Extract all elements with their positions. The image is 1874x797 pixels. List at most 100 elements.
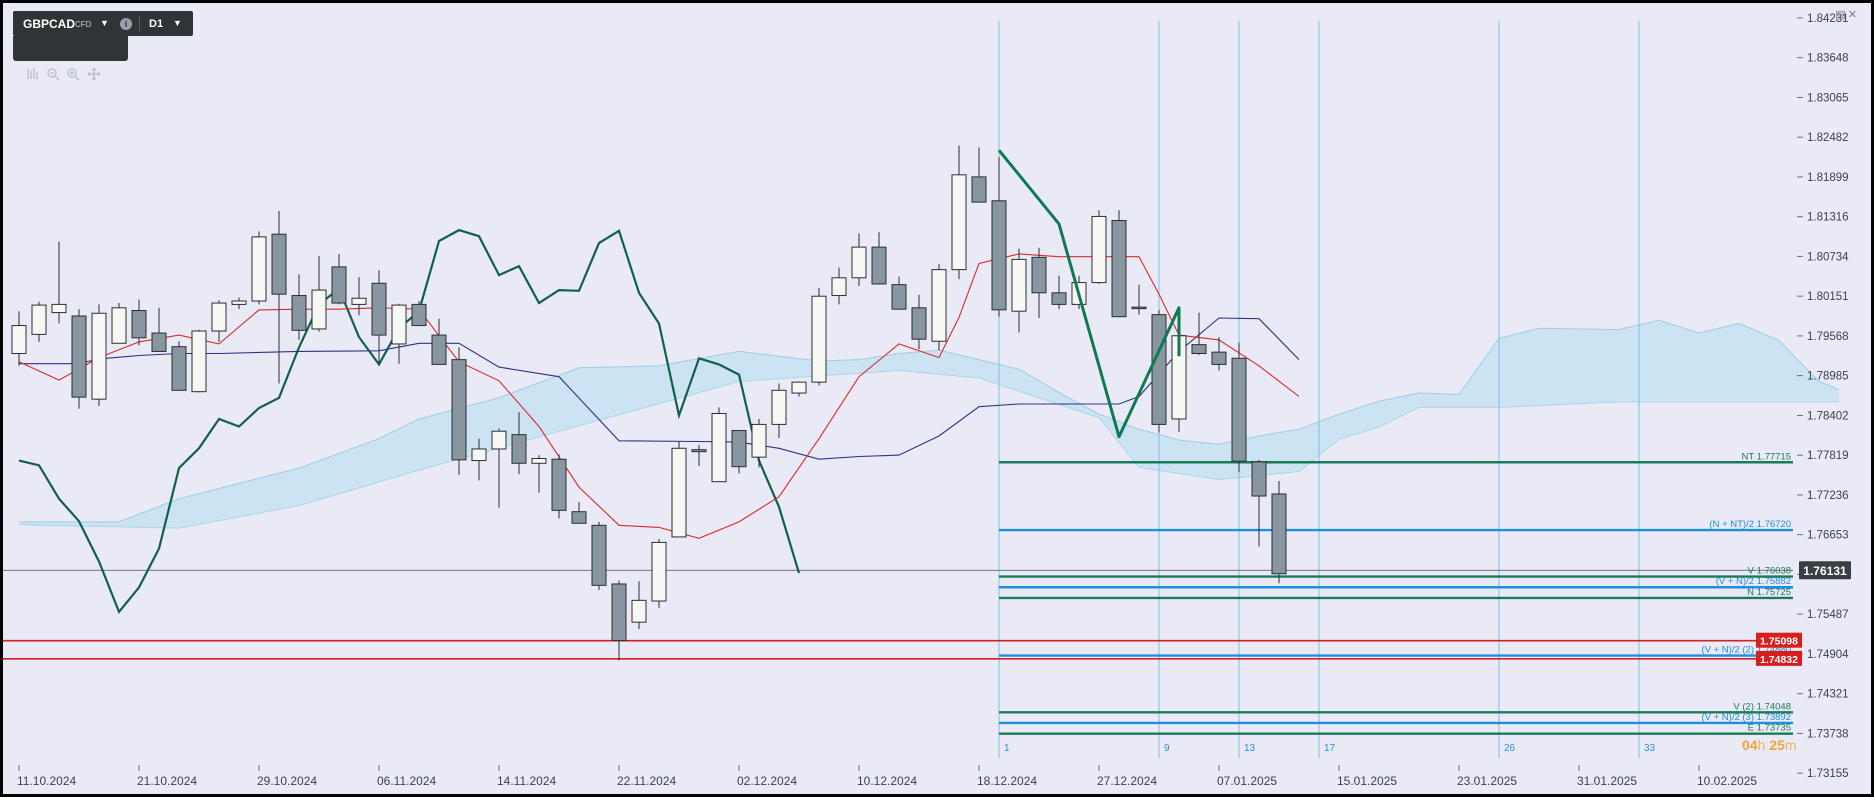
- candle-bear[interactable]: [1271, 493, 1287, 575]
- candle-bull[interactable]: [191, 330, 207, 393]
- x-tick-label: 21.10.2024: [137, 774, 197, 788]
- candle-bull[interactable]: [351, 297, 367, 305]
- candle-bull[interactable]: [1011, 258, 1027, 312]
- target-level-label: N 1.75725: [1747, 587, 1791, 598]
- candle-bear[interactable]: [611, 583, 627, 642]
- y-tick-label: 1.76653: [1807, 530, 1849, 542]
- senkou-span-b-line: [18, 369, 1839, 529]
- candle-bear[interactable]: [1191, 344, 1207, 354]
- candle-bear[interactable]: [731, 430, 747, 468]
- candle-bull[interactable]: [831, 277, 847, 297]
- candle-bear[interactable]: [591, 524, 607, 586]
- candle-bear[interactable]: [131, 310, 147, 339]
- candle-bear[interactable]: [911, 307, 927, 340]
- candle-bull[interactable]: [711, 413, 727, 483]
- candle-bull[interactable]: [211, 302, 227, 332]
- candle-bear[interactable]: [551, 458, 567, 511]
- wave-pattern-line[interactable]: [997, 149, 1181, 439]
- candle-bull[interactable]: [771, 389, 787, 425]
- candle-bull[interactable]: [791, 381, 807, 394]
- y-tick-label: 1.75487: [1807, 609, 1849, 621]
- candle-bear[interactable]: [1131, 306, 1147, 310]
- candle-bull[interactable]: [251, 236, 267, 302]
- candle-bull[interactable]: [811, 295, 827, 383]
- symbol-dropdown-icon[interactable]: ▼: [100, 18, 109, 28]
- candle-bull[interactable]: [651, 541, 667, 602]
- toolbar-separator: [139, 16, 140, 31]
- price-chart[interactable]: 1 9 13 17 26 33 NT 1.77715 (N + NT)/2 1.76720 V …: [3, 3, 1871, 794]
- candle-bull[interactable]: [11, 325, 27, 354]
- candle-bull[interactable]: [851, 246, 867, 279]
- candle-bull[interactable]: [91, 312, 107, 400]
- candle-bull[interactable]: [531, 458, 547, 464]
- candle-bear[interactable]: [71, 315, 87, 398]
- timeframe-dropdown-icon[interactable]: ▼: [173, 18, 182, 28]
- target-level-label: E 1.73735: [1748, 723, 1791, 734]
- red-level-tag: [1756, 632, 1802, 648]
- candle-bear[interactable]: [271, 233, 287, 295]
- y-tick-label: 1.80734: [1807, 251, 1849, 263]
- candle-bear[interactable]: [331, 266, 347, 304]
- candle-bull[interactable]: [231, 300, 247, 305]
- candle-bear[interactable]: [1211, 351, 1227, 365]
- candle-bear[interactable]: [971, 176, 987, 203]
- candle-bull[interactable]: [931, 269, 947, 342]
- y-tick-label: 1.81899: [1807, 172, 1849, 184]
- candle-bull[interactable]: [471, 448, 487, 462]
- candle-bull[interactable]: [951, 174, 967, 271]
- red-level-value: 1.74832: [1760, 654, 1798, 666]
- candle-bear[interactable]: [1031, 256, 1047, 294]
- candle-bull[interactable]: [671, 447, 687, 538]
- symbol-label[interactable]: GBPCAD: [23, 17, 76, 31]
- candle-bull[interactable]: [391, 304, 407, 345]
- crosshair-icon[interactable]: [87, 67, 101, 81]
- candle-bear[interactable]: [451, 359, 467, 461]
- window-controls: ▤✕: [1835, 8, 1859, 21]
- zoom-in-icon[interactable]: [66, 67, 80, 81]
- candle-bull[interactable]: [111, 307, 127, 344]
- y-tick-label: 1.81316: [1807, 212, 1849, 224]
- candle-bull[interactable]: [631, 599, 647, 623]
- candle-bear[interactable]: [1151, 314, 1167, 425]
- candle-bull[interactable]: [311, 289, 327, 330]
- target-level-label: (N + NT)/2 1.76720: [1709, 519, 1791, 530]
- candle-bear[interactable]: [991, 200, 1007, 311]
- candle-bear[interactable]: [291, 295, 307, 331]
- candle-bear[interactable]: [1251, 461, 1267, 497]
- zoom-out-icon[interactable]: [46, 67, 60, 81]
- candle-bear[interactable]: [871, 246, 887, 285]
- close-icon[interactable]: ✕: [1847, 9, 1859, 21]
- candle-bear[interactable]: [511, 434, 527, 464]
- timeframe-label[interactable]: D1: [149, 18, 164, 30]
- red-level-value: 1.75098: [1760, 636, 1798, 648]
- info-icon[interactable]: i: [120, 18, 132, 30]
- chart-toolbar: GBPCAD CFD ▼ i D1 ▼: [13, 11, 193, 81]
- candle-bear[interactable]: [691, 449, 707, 453]
- candle-bear[interactable]: [1051, 292, 1067, 305]
- candle-bull[interactable]: [31, 304, 47, 335]
- candle-bull[interactable]: [751, 423, 767, 458]
- candle-bear[interactable]: [571, 511, 587, 524]
- candle-bull[interactable]: [51, 303, 67, 314]
- candle-bear[interactable]: [151, 332, 167, 352]
- x-tick-label: 31.01.2025: [1577, 774, 1637, 788]
- chart-window: 1 9 13 17 26 33 NT 1.77715 (N + NT)/2 1.76720 V …: [3, 3, 1871, 794]
- indicators-icon[interactable]: [26, 67, 40, 81]
- current-price-value: 1.76131: [1803, 564, 1847, 578]
- candle-bull[interactable]: [1091, 215, 1107, 284]
- x-tick-label: 22.11.2024: [617, 774, 676, 788]
- candle-bear[interactable]: [1231, 357, 1247, 462]
- candle-bear[interactable]: [431, 334, 447, 365]
- candle-bear[interactable]: [411, 303, 427, 327]
- time-cycle-label: 13: [1244, 743, 1256, 754]
- candle-bear[interactable]: [171, 346, 187, 391]
- candle-bear[interactable]: [371, 282, 387, 336]
- candle-bear[interactable]: [891, 284, 907, 310]
- x-tick-label: 18.12.2024: [977, 774, 1037, 788]
- candle-bear[interactable]: [1111, 220, 1127, 318]
- restore-icon[interactable]: ▤: [1835, 9, 1848, 21]
- x-tick-label: 11.10.2024: [17, 774, 76, 788]
- candle-bull[interactable]: [491, 430, 507, 450]
- y-tick-label: 1.73155: [1807, 768, 1849, 780]
- time-cycle-label: 9: [1164, 743, 1170, 754]
